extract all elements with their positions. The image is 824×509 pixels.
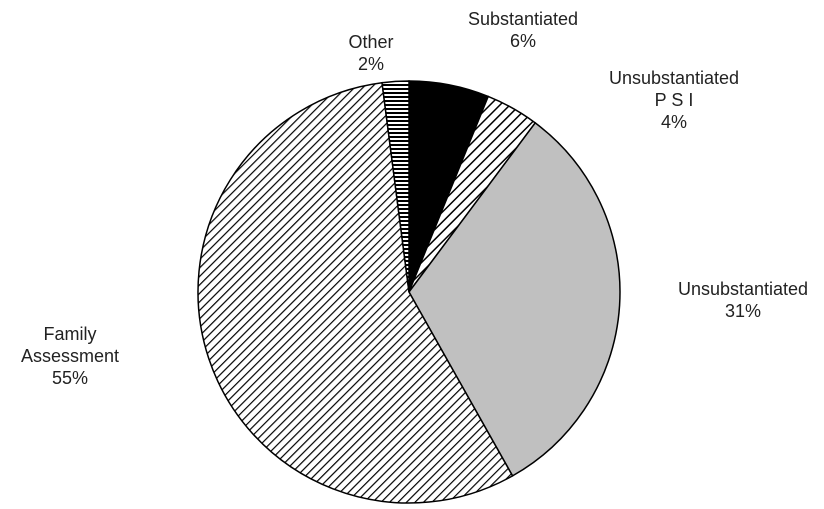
slice-percent-label: 55% [52,368,88,388]
slice-percent-label: 4% [661,112,687,132]
pie-slice-other [381,80,410,293]
slice-name-label: Assessment [21,346,119,366]
slice-name-label: Substantiated [468,9,578,29]
slice-percent-label: 2% [358,54,384,74]
slice-name-label: Unsubstantiated [678,279,808,299]
pie-slice-unsubstantiated [408,121,621,477]
slice-label-family-assessment: Family Assessment 55% [21,324,119,388]
pie-slice-family-assessment [197,81,514,504]
slice-percent-label: 31% [725,301,761,321]
slice-name-label: P S I [655,90,694,110]
slice-label-unsubstantiated-psi: Unsubstantiated P S I 4% [609,68,739,132]
pie-slices [197,80,621,504]
slice-label-other: Other 2% [348,32,393,74]
slice-percent-label: 6% [510,31,536,51]
slice-name-label: Family [44,324,97,344]
pie-labels: Substantiated 6%Unsubstantiated P S I 4%Uns… [21,9,808,388]
slice-name-label: Unsubstantiated [609,68,739,88]
slice-name-label: Other [348,32,393,52]
slice-label-unsubstantiated: Unsubstantiated 31% [678,279,808,321]
slice-label-substantiated: Substantiated 6% [468,9,578,51]
